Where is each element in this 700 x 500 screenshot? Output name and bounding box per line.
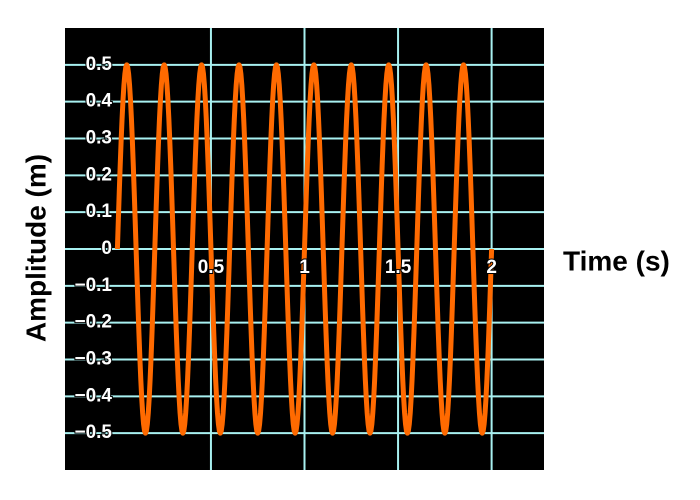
- y-axis-label: Amplitude (m): [20, 154, 51, 342]
- y-tick-label: −0.5: [74, 422, 112, 443]
- y-tick-label: −0.3: [74, 349, 112, 370]
- y-tick-label: 0.4: [86, 91, 113, 112]
- x-tick-label: 1: [299, 257, 310, 278]
- x-axis-label: Time (s): [563, 245, 670, 276]
- series-line: [114, 62, 495, 436]
- x-tick-label: 2: [486, 257, 497, 278]
- x-tick-label: 0.5: [198, 257, 225, 278]
- y-tick-labels: 0.5 0.4 0.3 0.2 0.1 0 −0.1 −0.2 −0.3 −0.4 −0.5: [73, 53, 113, 444]
- y-tick-label: −0.4: [74, 385, 112, 406]
- x-tick-label: 1.5: [385, 257, 412, 278]
- y-tick-label: 0.3: [86, 128, 112, 149]
- y-tick-label: −0.2: [74, 312, 112, 333]
- y-tick-label: −0.1: [74, 275, 112, 296]
- y-tick-label: 0: [101, 238, 112, 259]
- y-tick-label: 0.5: [86, 54, 113, 75]
- y-tick-label: 0.1: [86, 201, 113, 222]
- x-tick-labels: 0.5 1 1.5 2: [197, 256, 498, 279]
- y-tick-label: 0.2: [86, 164, 112, 185]
